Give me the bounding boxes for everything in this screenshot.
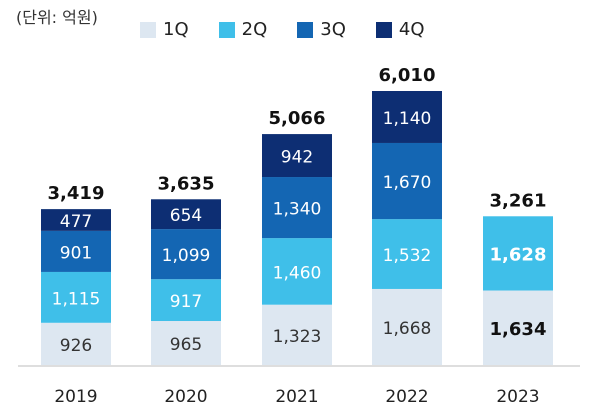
legend-label-3q: 3Q [320,19,346,40]
legend-label-4q: 4Q [398,19,425,40]
legend-label-1q: 1Q [163,19,189,40]
bar-2022-1q [372,288,442,365]
data-label-2021-2q: 1,460 [273,263,322,283]
bar-2022-2q [372,219,442,289]
bar-2019-4q [41,209,111,231]
data-label-2019-4q: 477 [60,212,92,232]
legend: 1Q 2Q 3Q 4Q [140,19,425,40]
bar-2020-1q [151,321,221,365]
legend-label-2q: 2Q [241,19,268,40]
bar-2020-2q [151,279,221,322]
legend-item-1q: 1Q [140,19,189,40]
unit-label: (단위: 억원) [16,8,98,27]
total-label-2021: 5,066 [269,108,326,129]
legend-swatch-3q [297,21,314,38]
data-label-2020-1q: 965 [170,335,202,355]
bar-2021-1q [262,304,332,365]
x-tick-label-2022: 2022 [385,387,428,407]
data-label-2022-4q: 1,140 [383,109,432,129]
legend-item-4q: 4Q [375,19,425,40]
x-tick-label-2023: 2023 [496,387,539,407]
bar-2022-3q [372,142,442,220]
data-label-2020-4q: 654 [170,206,202,226]
legend-item-3q: 3Q [297,19,346,40]
bar-2019-3q [41,230,111,272]
total-label-2022: 6,010 [379,65,436,86]
legend-swatch-1q [140,21,156,38]
legend-swatch-2q [218,21,235,38]
data-label-2023-2q: 1,628 [490,244,547,265]
total-label-2020: 3,635 [158,173,215,194]
bar-2023-1q [483,290,553,365]
legend-item-2q: 2Q [218,19,268,40]
data-label-2021-3q: 1,340 [273,200,322,220]
bar-2022-4q [372,91,442,143]
x-tick-label-2020: 2020 [164,387,207,407]
data-label-2021-4q: 942 [281,148,313,168]
data-label-2019-1q: 926 [60,336,92,356]
bar-2021-4q [262,134,332,178]
x-tick-label-2021: 2021 [275,387,318,407]
total-label-2019: 3,419 [48,183,105,204]
bar-2019-1q [41,322,111,365]
data-label-2020-2q: 917 [170,292,202,312]
bar-2021-2q [262,238,332,305]
data-label-2019-3q: 901 [60,243,92,263]
data-label-2023-1q: 1,634 [490,319,547,340]
total-label-2023: 3,261 [490,190,547,211]
bar-2023-2q [483,216,553,291]
data-label-2021-1q: 1,323 [273,327,322,347]
data-label-2020-3q: 1,099 [162,246,211,266]
data-label-2019-2q: 1,115 [52,289,101,309]
bar-2019-2q [41,271,111,323]
data-label-2022-1q: 1,668 [383,319,432,339]
bar-2021-3q [262,177,332,239]
bar-2020-4q [151,199,221,230]
legend-swatch-4q [375,21,392,38]
data-label-2022-3q: 1,670 [383,173,432,193]
data-label-2022-2q: 1,532 [383,246,432,266]
x-tick-label-2019: 2019 [54,387,97,407]
bar-2020-3q [151,229,221,280]
